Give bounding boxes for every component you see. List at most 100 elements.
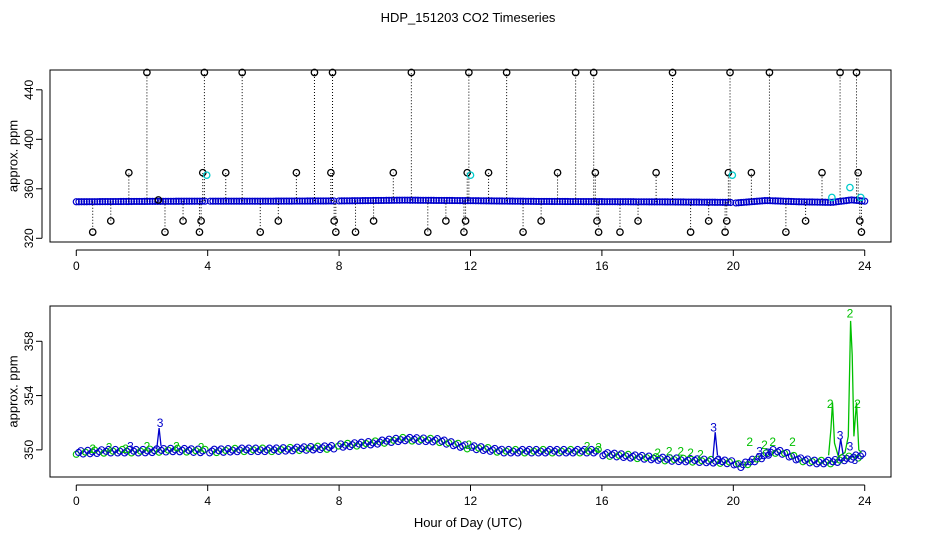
blue-spike-line	[837, 438, 844, 456]
black-point	[571, 68, 580, 77]
blue-point	[393, 196, 401, 204]
cyan-point	[846, 183, 854, 192]
black-point	[407, 68, 416, 77]
cyan-point	[828, 193, 836, 202]
blue-point	[858, 197, 866, 205]
blue-point	[693, 455, 701, 463]
blue-point	[548, 197, 556, 206]
blue-point	[361, 197, 369, 205]
blue-point	[388, 196, 396, 204]
blue-point	[196, 197, 204, 205]
black-point	[724, 168, 733, 177]
black-point	[161, 228, 169, 236]
blue-point	[414, 196, 422, 204]
marker-label-3: 3	[847, 439, 854, 453]
y-tick-label: 440	[22, 79, 36, 99]
blue-point	[80, 198, 88, 206]
blue-point	[383, 437, 391, 445]
blue-point	[698, 198, 706, 206]
black-point	[221, 168, 230, 177]
blue-point	[461, 441, 469, 449]
blue-point	[177, 197, 186, 205]
blue-point	[664, 198, 672, 206]
blue-point	[206, 197, 214, 205]
y-axis-label: approx. ppm	[5, 120, 20, 192]
blue-point	[621, 198, 630, 206]
black-point	[195, 228, 204, 236]
blue-point	[264, 197, 272, 205]
blue-point	[706, 198, 714, 206]
blue-point	[810, 456, 819, 464]
plot-frame	[49, 305, 892, 478]
blue-point	[847, 455, 855, 463]
blue-point	[837, 197, 845, 205]
blue-point	[156, 197, 164, 205]
blue-point	[109, 197, 117, 206]
blue-point	[324, 197, 333, 205]
blue-point	[795, 198, 803, 206]
black-point	[704, 217, 713, 225]
green-point	[594, 445, 602, 454]
blue-point	[629, 198, 638, 206]
marker-label-2: 2	[654, 446, 661, 460]
blue-point	[367, 441, 375, 449]
blue-point	[798, 198, 806, 206]
black-point	[782, 228, 790, 236]
blue-point	[777, 197, 785, 205]
blue-point	[377, 196, 385, 205]
blue-point	[98, 198, 107, 206]
blue-point	[779, 197, 787, 205]
green-point	[380, 439, 388, 447]
blue-point	[277, 197, 285, 205]
blue-point	[477, 197, 485, 205]
blue-point	[556, 197, 564, 206]
x-tick-label: 0	[73, 259, 80, 273]
blue-point	[771, 197, 779, 205]
blue-point	[745, 198, 753, 206]
marker-label-3: 3	[764, 446, 771, 460]
blue-point	[459, 197, 467, 205]
blue-point	[653, 198, 661, 206]
blue-point	[376, 438, 384, 446]
blue-point	[351, 197, 359, 205]
black-point	[442, 217, 450, 225]
green-point	[353, 442, 361, 450]
blue-point	[360, 441, 368, 450]
blue-point	[319, 197, 327, 205]
blue-point	[359, 197, 367, 205]
green-point	[836, 456, 844, 464]
marker-label-2: 2	[666, 445, 673, 459]
blue-point	[133, 197, 141, 206]
blue-point	[703, 198, 711, 206]
green-point	[390, 436, 398, 444]
black-point	[484, 168, 493, 177]
blue-point	[390, 196, 398, 204]
blue-point	[227, 197, 235, 205]
blue-point	[829, 458, 837, 466]
blue-point	[240, 197, 249, 205]
blue-point	[632, 198, 640, 206]
blue-point	[645, 198, 653, 206]
marker-label-3: 3	[756, 445, 763, 459]
blue-point	[686, 454, 694, 463]
blue-point	[338, 197, 346, 205]
blue-point	[679, 198, 687, 206]
green-point	[201, 445, 209, 453]
blue-point	[505, 445, 513, 454]
blue-point	[672, 454, 681, 462]
blue-point	[587, 198, 595, 206]
blue-point	[138, 197, 146, 206]
blue-point	[624, 198, 632, 206]
y-tick-label: 400	[22, 129, 36, 149]
blue-point	[285, 197, 293, 205]
blue-point	[83, 198, 91, 206]
x-tick-label: 24	[858, 494, 872, 508]
black-point	[328, 68, 337, 77]
blue-point	[93, 198, 101, 206]
marker-label-2: 2	[466, 438, 473, 452]
blue-point	[77, 198, 86, 206]
blue-point	[369, 439, 377, 447]
blue-point	[346, 197, 354, 205]
black-point	[460, 228, 468, 236]
blue-point	[353, 197, 362, 205]
